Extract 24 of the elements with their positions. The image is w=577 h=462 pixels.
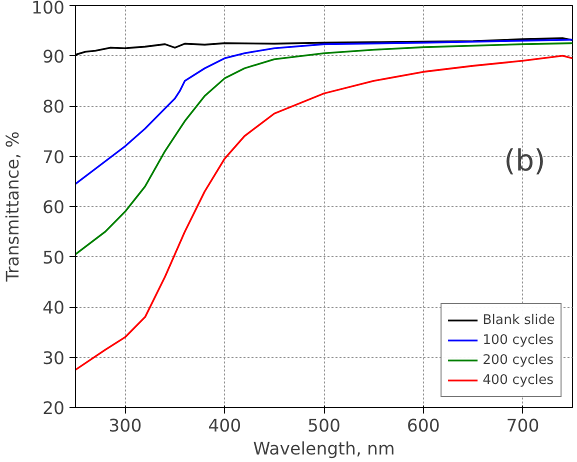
x-tick-label: 700 — [506, 416, 540, 436]
y-tick-label: 30 — [42, 348, 65, 369]
line-series — [76, 54, 572, 371]
x-tick-label: 500 — [307, 416, 341, 436]
x-axis-title: Wavelength, nm — [253, 440, 395, 460]
y-axis-title: Transmittance, % — [3, 131, 24, 283]
y-tick-label: 40 — [42, 298, 65, 318]
y-tick-label: 100 — [31, 0, 65, 18]
y-tick-label: 50 — [42, 248, 65, 268]
legend-label: 200 cycles — [482, 352, 554, 368]
legend-label: 400 cycles — [482, 372, 554, 388]
x-tick-label: 300 — [108, 416, 142, 436]
y-tick-label: 60 — [42, 198, 65, 218]
line-series — [76, 38, 572, 185]
annotation: (b) — [504, 144, 546, 178]
y-tick-label: 70 — [42, 148, 65, 168]
line-series — [76, 42, 572, 256]
x-tick-label: 600 — [406, 416, 440, 436]
legend-label: 100 cycles — [482, 332, 554, 348]
y-tick-label: 20 — [42, 399, 65, 419]
y-tick-label: 90 — [42, 47, 65, 68]
x-tick-label: 400 — [208, 416, 242, 436]
y-tick-label: 80 — [42, 98, 65, 118]
legend-label: Blank slide — [482, 312, 555, 328]
